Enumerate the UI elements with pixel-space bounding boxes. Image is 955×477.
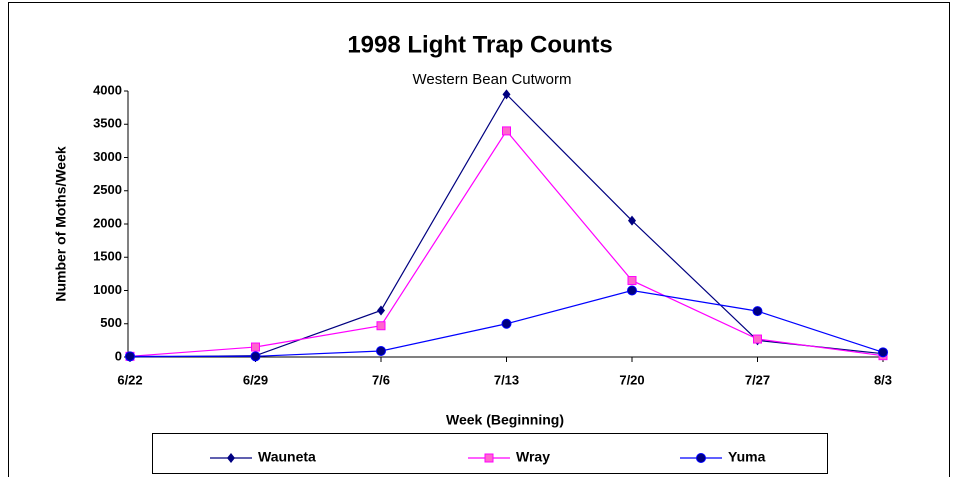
y-tick-label: 1500 <box>93 249 122 264</box>
data-point <box>878 347 888 358</box>
y-tick-label: 1000 <box>93 282 122 297</box>
data-point <box>125 351 135 362</box>
chart-title: 1998 Light Trap Counts <box>347 31 612 58</box>
data-point <box>501 318 512 329</box>
y-tick-label: 3500 <box>93 116 122 131</box>
x-tick-label: 7/27 <box>745 372 770 387</box>
y-tick-label: 3000 <box>93 149 122 164</box>
data-point <box>377 305 385 316</box>
data-point <box>376 321 386 331</box>
legend-marker <box>484 453 494 463</box>
chart-border <box>8 2 950 477</box>
legend-label: Yuma <box>728 449 766 465</box>
data-point <box>251 342 260 352</box>
x-tick-label: 8/3 <box>874 372 892 387</box>
x-axis-label: Week (Beginning) <box>446 412 564 428</box>
data-point <box>376 346 386 357</box>
data-point <box>753 334 762 344</box>
data-point <box>250 351 261 362</box>
y-axis-label: Number of Moths/Week <box>53 146 69 302</box>
data-point <box>502 126 511 136</box>
y-tick-label: 0 <box>115 348 122 363</box>
legend-label: Wray <box>516 449 550 465</box>
data-point <box>502 89 511 100</box>
x-tick-label: 7/20 <box>619 372 644 387</box>
legend-marker <box>227 453 235 463</box>
data-point <box>627 276 637 286</box>
x-tick-label: 7/6 <box>372 372 390 387</box>
data-point <box>752 306 763 317</box>
legend-marker <box>696 453 706 463</box>
y-tick-label: 4000 <box>93 82 122 97</box>
y-tick-label: 500 <box>100 315 122 330</box>
x-tick-label: 6/29 <box>243 372 268 387</box>
x-tick-label: 6/22 <box>117 372 142 387</box>
data-point <box>628 215 636 226</box>
chart-subtitle: Western Bean Cutworm <box>413 71 572 88</box>
x-tick-label: 7/13 <box>494 372 519 387</box>
y-tick-label: 2000 <box>93 215 122 230</box>
y-tick-label: 2500 <box>93 182 122 197</box>
legend-label: Wauneta <box>258 449 316 465</box>
data-point <box>627 285 637 296</box>
